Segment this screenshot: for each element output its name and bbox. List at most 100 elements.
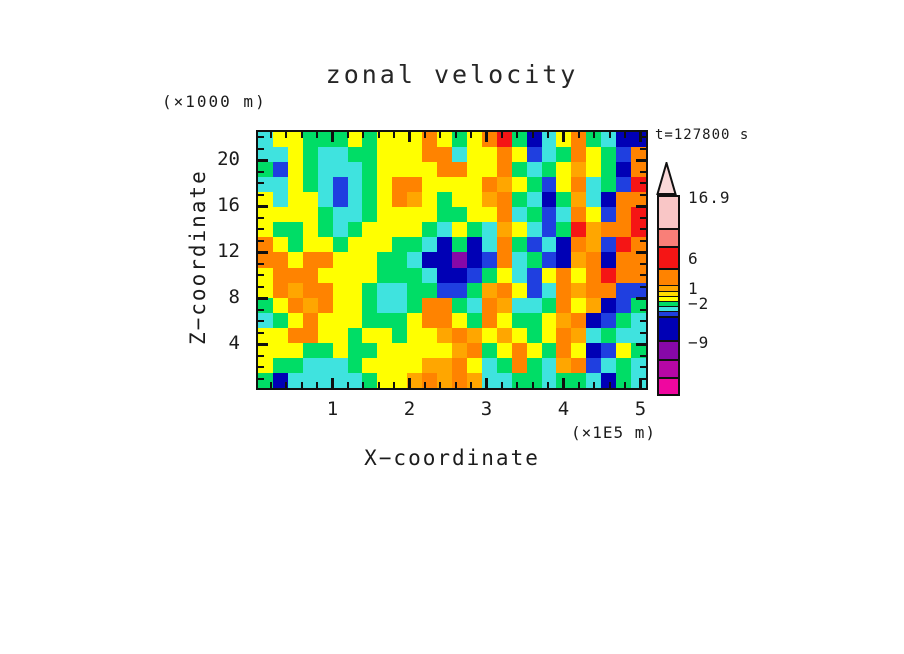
axis-tick: [485, 378, 488, 388]
axis-tick: [362, 132, 365, 138]
heatmap-cell: [272, 237, 288, 253]
axis-tick: [516, 132, 519, 138]
heatmap-cell: [377, 327, 393, 343]
heatmap-cell: [332, 132, 348, 148]
heatmap-cell: [302, 297, 318, 313]
heatmap-cell: [616, 312, 632, 328]
heatmap-cell: [258, 162, 273, 178]
heatmap-cell: [541, 252, 557, 268]
heatmap-cell: [466, 237, 482, 253]
heatmap-cell: [616, 297, 632, 313]
heatmap-cell: [496, 267, 512, 283]
heatmap-cell: [407, 267, 423, 283]
heatmap-cell: [422, 222, 438, 238]
heatmap-cell: [377, 372, 393, 388]
axis-tick: [640, 182, 646, 184]
axis-tick: [258, 296, 268, 300]
heatmap-cell: [466, 282, 482, 298]
heatmap-cell: [377, 237, 393, 253]
heatmap-cell: [601, 267, 617, 283]
axis-tick: [636, 296, 646, 300]
heatmap-cell: [347, 327, 363, 343]
heatmap-cell: [287, 327, 303, 343]
heatmap-cell: [272, 372, 288, 388]
heatmap-cell: [466, 177, 482, 193]
heatmap-cell: [392, 222, 408, 238]
heatmap-cell: [586, 312, 602, 328]
heatmap-cell: [481, 297, 497, 313]
heatmap-cell: [571, 372, 587, 388]
heatmap-cell: [377, 222, 393, 238]
heatmap-cell: [362, 297, 378, 313]
heatmap-cell: [392, 327, 408, 343]
heatmap-cell: [422, 147, 438, 163]
heatmap-cell: [541, 312, 557, 328]
heatmap-cell: [601, 282, 617, 298]
axis-tick: [547, 382, 550, 388]
axis-tick: [516, 382, 519, 388]
heatmap-cell: [631, 147, 646, 163]
heatmap-cell: [556, 297, 572, 313]
axis-tick: [640, 262, 646, 265]
heatmap-cell: [362, 222, 378, 238]
heatmap-cell: [332, 357, 348, 373]
heatmap-cell: [571, 342, 587, 358]
heatmap-cell: [556, 222, 572, 238]
heatmap-cell: [556, 282, 572, 298]
heatmap-cell: [631, 162, 646, 178]
heatmap-cell: [481, 237, 497, 253]
axis-tick: [500, 382, 503, 388]
axis-tick: [269, 132, 272, 138]
heatmap-cell: [481, 252, 497, 268]
heatmap-cell: [616, 207, 632, 223]
heatmap-cell: [287, 357, 303, 373]
axis-tick: [362, 382, 365, 388]
heatmap-cell: [407, 282, 423, 298]
heatmap-cell: [272, 252, 288, 268]
heatmap-cell: [601, 237, 617, 253]
heatmap-cell: [347, 267, 363, 283]
heatmap-cell: [466, 147, 482, 163]
x-tick-label: 1: [326, 398, 339, 420]
x-tick-label: 5: [634, 398, 647, 420]
heatmap-cell: [526, 162, 542, 178]
heatmap-cell: [481, 147, 497, 163]
heatmap-cell: [362, 162, 378, 178]
axis-tick: [577, 382, 580, 388]
heatmap-cell: [437, 297, 452, 313]
heatmap-cell: [302, 357, 318, 373]
heatmap-cell: [511, 162, 527, 178]
heatmap-cell: [392, 192, 408, 208]
heatmap-cell: [601, 147, 617, 163]
heatmap-cell: [571, 327, 587, 343]
heatmap-cell: [302, 312, 318, 328]
heatmap-cell: [347, 222, 363, 238]
heatmap-cell: [601, 207, 617, 223]
heatmap-cell: [407, 297, 423, 313]
heatmap-cell: [437, 327, 452, 343]
heatmap-cell: [586, 237, 602, 253]
colorbar-tick-label: 6: [688, 249, 699, 268]
heatmap-cell: [362, 342, 378, 358]
heatmap-cell: [631, 192, 646, 208]
colorbar-segment: [659, 268, 678, 285]
axis-tick: [640, 331, 646, 334]
heatmap-cell: [317, 237, 333, 253]
heatmap-cell: [571, 147, 587, 163]
heatmap-cell: [407, 252, 423, 268]
axis-tick: [454, 382, 457, 388]
heatmap-cell: [511, 372, 527, 388]
axis-tick: [640, 354, 646, 357]
axis-tick: [258, 228, 264, 230]
heatmap-cell: [451, 222, 467, 238]
colorbar-segment: [659, 340, 678, 359]
heatmap-cell: [571, 357, 587, 373]
heatmap-cell: [541, 132, 557, 148]
heatmap-cell: [541, 192, 557, 208]
heatmap-cell: [526, 192, 542, 208]
heatmap-cell: [496, 222, 512, 238]
heatmap-cell: [601, 357, 617, 373]
heatmap-cell: [347, 312, 363, 328]
heatmap-cell: [451, 177, 467, 193]
